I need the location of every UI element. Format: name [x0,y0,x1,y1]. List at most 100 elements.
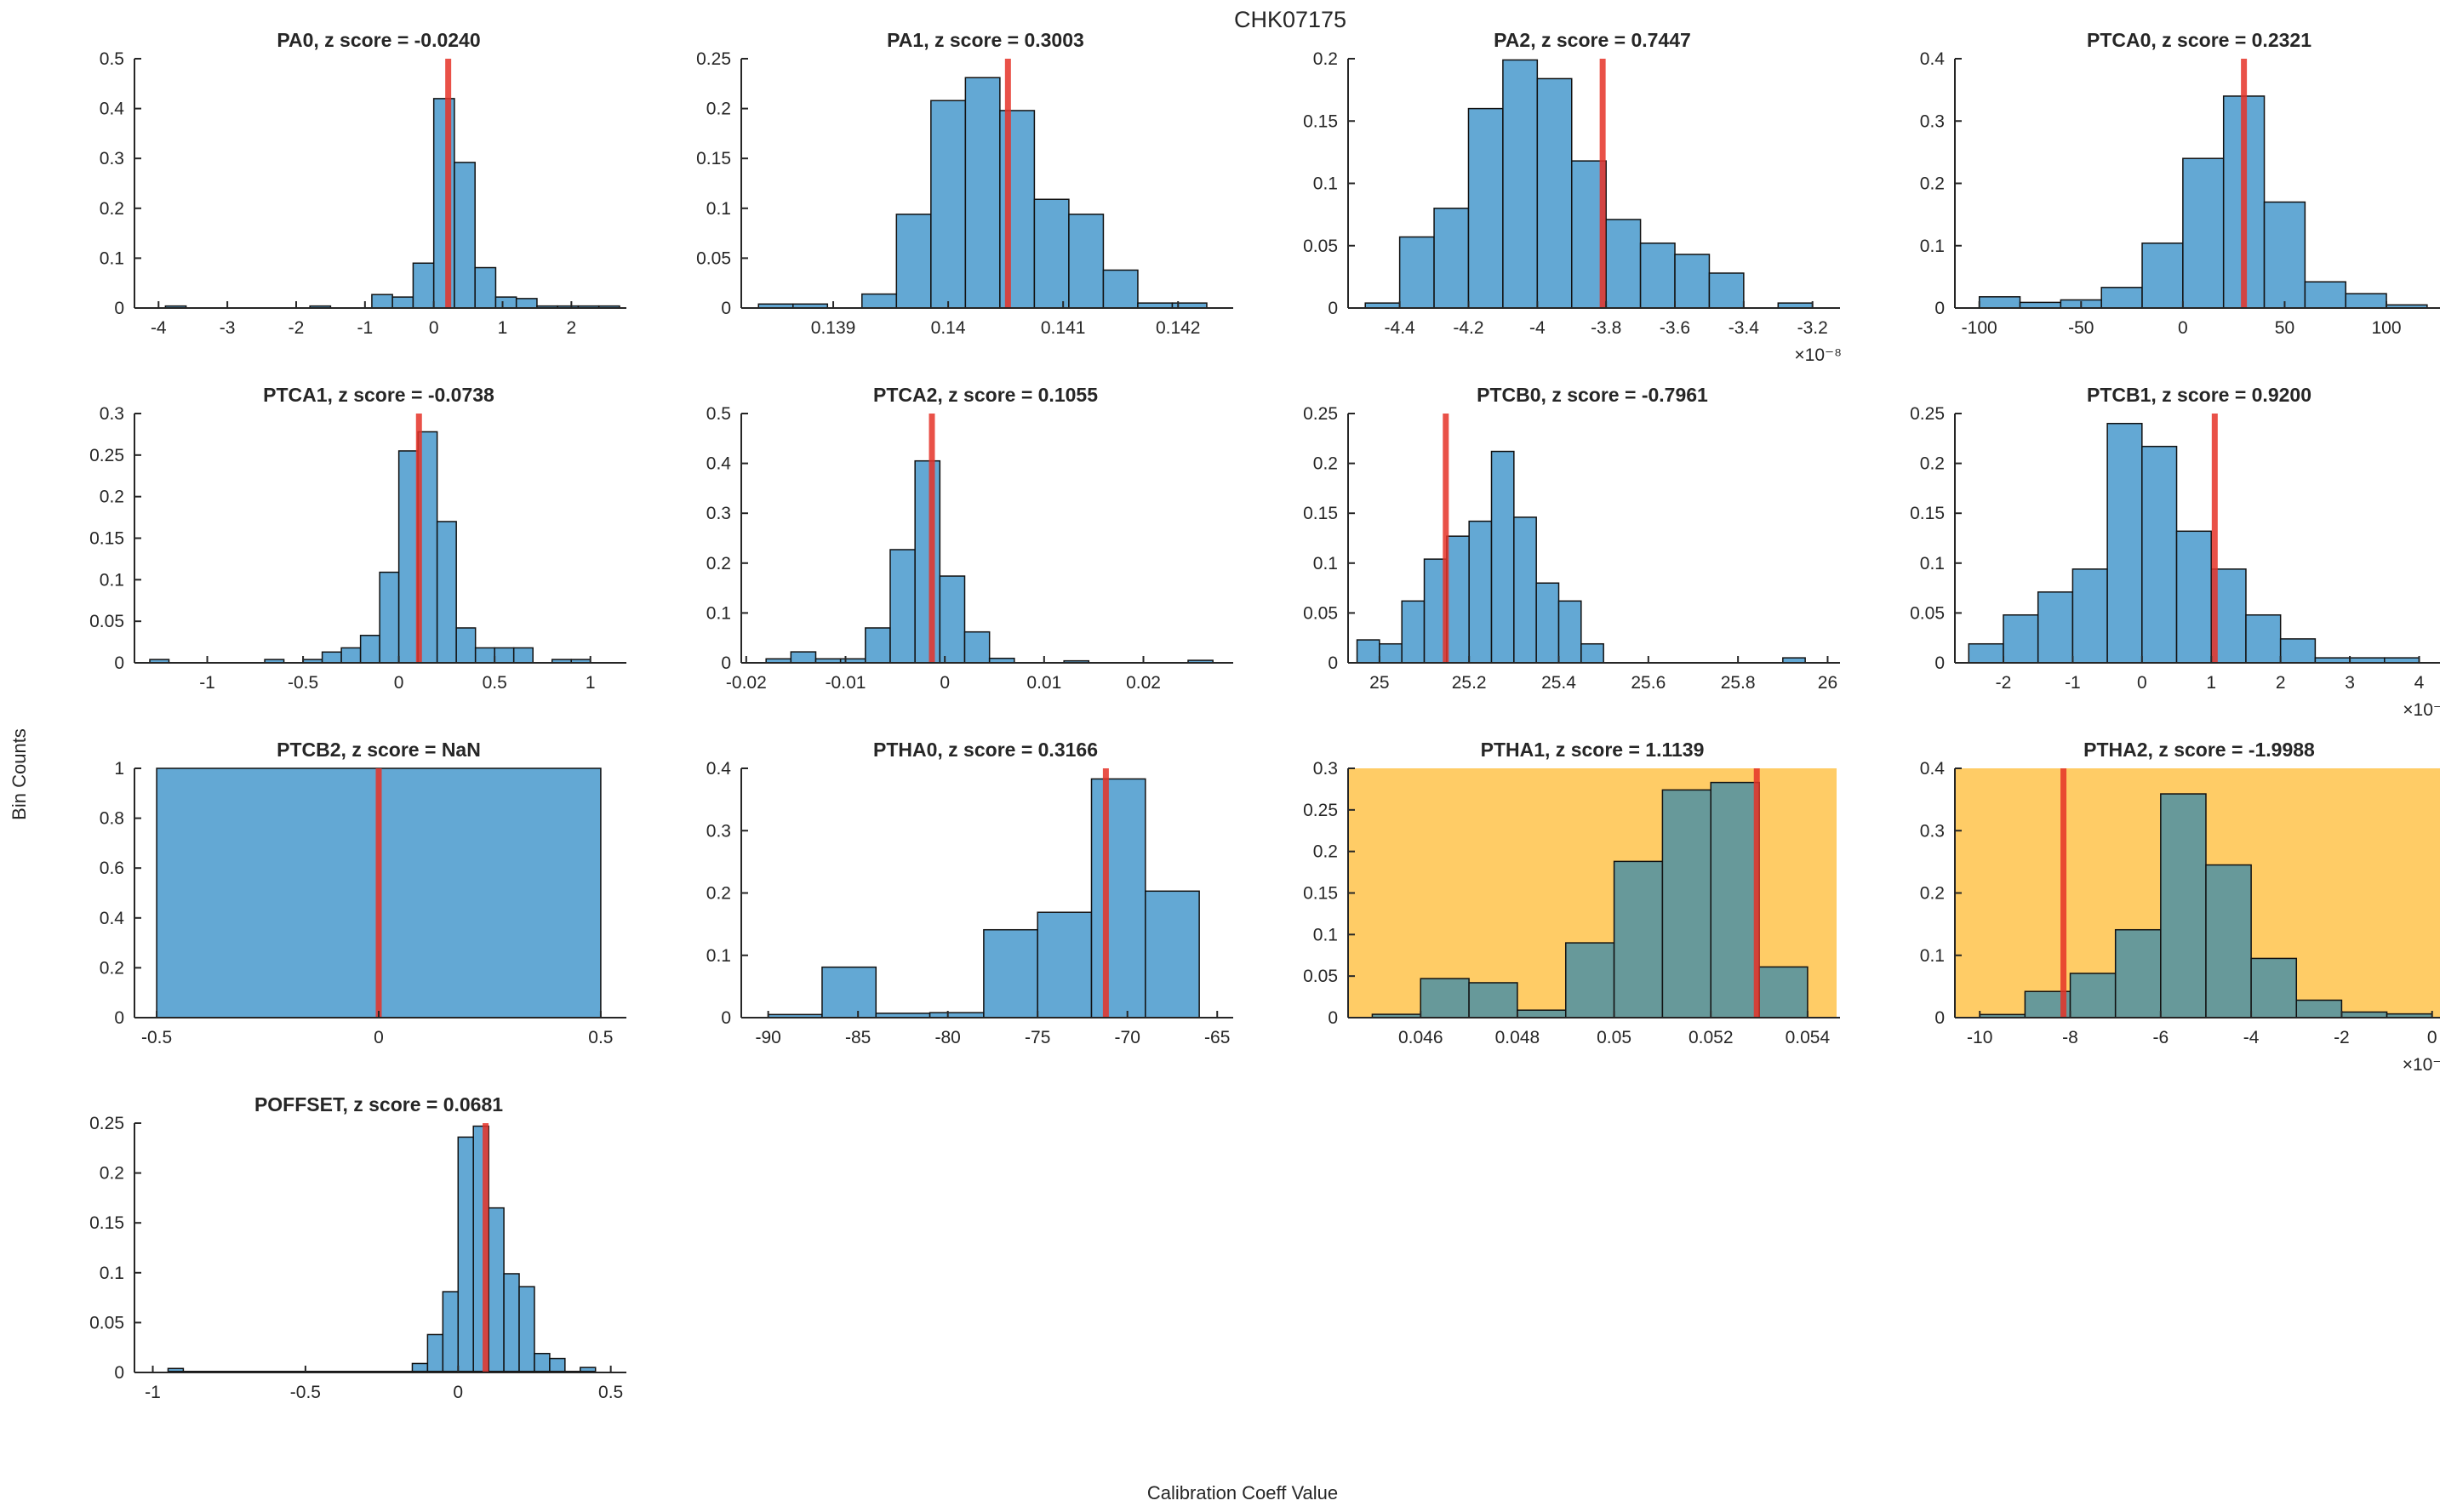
histogram-bar [2114,928,2162,1018]
red-marker-line [1753,768,1760,1018]
y-tick-label: 0.1 [1313,554,1338,573]
axis-exponent-label: ×10⁻⁷ [2403,1055,2440,1075]
subplot-title: PTCB2, z score = NaN [277,739,481,761]
y-tick-label: 0.1 [706,199,731,219]
y-tick-label: 0.2 [100,488,124,507]
y-tick-label: 0.2 [706,554,731,573]
histogram-bar [1401,600,1426,664]
y-tick-label: 0.3 [100,149,124,168]
histogram-bar [2279,638,2317,664]
histogram-bar [2003,613,2039,664]
histogram-bar [397,450,419,664]
subplot-PTCA0: 0 0.1 0.2 0.3 0.4 -100 -50 0 50 100 PTCA0, z score… [1920,29,2440,338]
histogram-bar [889,549,916,664]
histogram-bar [1468,982,1518,1018]
histogram-bar [503,1273,520,1373]
x-tick-label: -80 [935,1028,961,1047]
y-tick-label: 0.1 [1920,946,1945,966]
histogram-bar [432,98,455,309]
histogram-bar [1639,242,1676,309]
histogram-bar [2250,957,2298,1018]
x-tick-label: 0.048 [1495,1028,1540,1047]
histogram-bar [1398,236,1435,309]
y-tick-label: 0 [1328,299,1338,318]
subplot-grid: 0 0.1 0.2 0.3 0.4 0.5 -4 -3 -2 -1 0 1 2 PA0, z score … [77,17,2440,1436]
y-tick-label: 0 [721,653,731,673]
red-marker-line [1102,768,1109,1018]
x-tick-label: -0.5 [290,1383,321,1402]
y-tick-label: 0.2 [100,199,124,219]
y-tick-label: 0.15 [696,149,731,168]
y-tick-label: 0.05 [1303,967,1338,986]
histogram-bar [2263,201,2306,309]
red-marker-line [415,414,422,663]
histogram-bar [436,521,457,664]
x-tick-label: -4.2 [1453,318,1483,338]
x-tick-label: -0.02 [726,673,767,693]
y-tick-label: 0.4 [706,759,732,779]
histogram-bar [1068,214,1105,309]
y-tick-label: 0.6 [100,859,124,878]
x-tick-label: 0.054 [1786,1028,1831,1047]
histogram-bar [1420,978,1470,1018]
histogram-bar [2106,422,2143,664]
histogram-bar [1580,642,1604,664]
histogram-bar [494,296,517,309]
x-tick-label: -1 [145,1383,161,1402]
subplot-title: PTCB1, z score = 0.9200 [2087,384,2311,406]
red-marker-line [2241,59,2248,308]
histogram-bar [379,571,400,664]
x-tick-label: -0.01 [826,673,866,693]
red-marker-line [1004,59,1011,308]
x-tick-label: -1 [2065,673,2081,693]
y-tick-label: 0.25 [1910,404,1945,424]
histogram-bar [426,1333,444,1373]
y-tick-label: 0.1 [1920,554,1945,573]
histogram-bar [488,1207,505,1373]
red-marker-line [1599,59,1606,308]
y-tick-label: 0.2 [1313,49,1338,69]
histogram-bar [1535,582,1560,664]
x-tick-label: -4 [2243,1028,2260,1047]
y-tick-label: 0.2 [100,958,124,978]
y-tick-label: 0.15 [1303,111,1338,131]
x-tick-label: 2 [2276,673,2286,693]
y-tick-label: 0.3 [706,504,731,523]
x-tick-label: 1 [498,318,508,338]
subplot-PTCB0: 0 0.05 0.1 0.15 0.2 0.25 25 25.2 25.4 25.6 25.8 26 P… [1303,384,1840,693]
subplot-title: PTCA0, z score = 0.2321 [2087,29,2311,51]
histogram-bar [861,293,898,309]
subplot-PTHA1: 0 0.05 0.1 0.15 0.2 0.25 0.3 0.046 0.048 0.05 0.05… [1303,739,1840,1047]
subplot-PTHA2: 0 0.1 0.2 0.3 0.4 -10 -8 -6 -4 -2 0 ×10⁻⁷ PTHA2, z s… [1920,739,2440,1075]
histogram-bar [790,651,817,664]
y-tick-label: 0 [114,653,124,673]
histogram-bar [474,647,495,664]
x-tick-label: 0.5 [483,673,507,693]
x-tick-label: -3.4 [1729,318,1760,338]
y-tick-label: 0.2 [100,1164,124,1184]
y-tick-label: 0.25 [89,446,124,465]
red-marker-line [445,59,452,308]
x-tick-label: 0 [940,673,950,693]
x-tick-label: 3 [2345,673,2355,693]
y-tick-label: 0.15 [1303,504,1338,523]
x-tick-label: 0 [2137,673,2147,693]
y-tick-label: 0.1 [706,946,731,966]
x-tick-label: -3.6 [1660,318,1690,338]
x-tick-label: 0.14 [931,318,966,338]
histogram-bar [2345,293,2387,309]
y-tick-label: 0.2 [1920,454,1945,474]
y-tick-label: 0.3 [1920,821,1945,841]
x-tick-label: 0.02 [1126,673,1161,693]
x-tick-label: -90 [755,1028,780,1047]
subplot-PA0: 0 0.1 0.2 0.3 0.4 0.5 -4 -3 -2 -1 0 1 2 PA0, z score … [100,29,626,338]
x-tick-label: -3 [220,318,236,338]
y-tick-label: 0.1 [1313,925,1338,944]
subplot-title: POFFSET, z score = 0.0681 [254,1093,503,1115]
y-tick-label: 0.05 [1303,237,1338,256]
histogram-bar [865,627,891,664]
histogram-bar [1557,600,1582,664]
subplot-PA2: 0 0.05 0.1 0.15 0.2 -4.4 -4.2 -4 -3.8 -3.6 -3.4 -3.… [1303,29,1842,365]
y-tick-label: 0.3 [100,404,124,424]
